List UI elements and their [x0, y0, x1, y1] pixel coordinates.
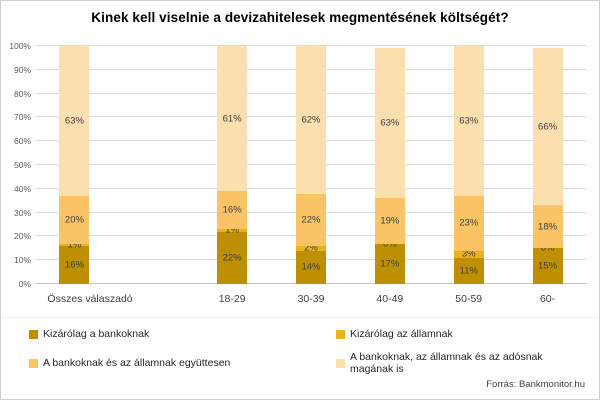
y-tick-label: 50% [13, 160, 31, 170]
bar-segment-series4 [532, 48, 563, 206]
bar-40-49: 17% 0% 19% 63% [374, 46, 405, 284]
x-axis-label-50-59: 50-59 [455, 293, 483, 305]
bar-segment-series2 [59, 243, 90, 246]
bar-segment-series3 [217, 191, 248, 230]
x-axis-label-40-49: 40-49 [376, 293, 404, 305]
legend-swatch-icon [29, 329, 38, 339]
y-tick-label: 40% [13, 183, 31, 194]
bar-segment-series2 [217, 229, 248, 232]
legend-label: A bankoknak és az államnak együttesen [43, 357, 231, 369]
y-tick-label: 90% [13, 64, 31, 75]
bar-60-: 15% 0% 18% 66% [532, 46, 563, 284]
y-tick-label: 80% [13, 88, 31, 99]
y-tick-label: 20% [13, 231, 31, 242]
legend-separator [1, 317, 599, 318]
bar-segment-series3 [453, 195, 484, 251]
bar-segment-series4 [296, 46, 326, 194]
legend-swatch-icon [336, 329, 345, 339]
y-tick-label: 60% [13, 136, 31, 147]
x-axis-label-60-: 60- [539, 293, 556, 305]
source-credit: Forrás: Bankmonitor.hu [486, 379, 585, 390]
legend-label: Kizárólag a bankoknak [43, 328, 150, 340]
bar-segment-series3 [532, 205, 563, 249]
bar-segment-series4 [453, 46, 484, 196]
x-axis-label-30-39: 30-39 [297, 293, 325, 305]
legend-item-series3: A bankoknak és az államnak együttesen [29, 351, 336, 375]
x-axis-label-osszes: Összes válaszadó [47, 293, 133, 305]
legend: Kizárólag a bankoknak Kizárólag az államn… [29, 328, 587, 375]
legend-swatch-icon [29, 358, 38, 368]
legend-item-series2: Kizárólag az államnak [336, 328, 587, 340]
bar-segment-series3 [59, 195, 90, 244]
bar-segment-series2 [453, 250, 484, 258]
bar-segment-series4 [59, 46, 90, 196]
bar-segment-series1 [217, 231, 248, 284]
y-tick-label: 10% [13, 255, 31, 266]
x-axis-label-18-29: 18-29 [218, 293, 246, 305]
bar-segment-series3 [296, 193, 326, 246]
y-tick-label: 100% [9, 41, 31, 51]
bar-segment-series1 [374, 243, 405, 284]
bar-segment-series1 [59, 245, 90, 284]
legend-item-series4: A bankoknak, az államnak és az adósnak m… [336, 351, 587, 375]
bar-50-59: 11% 3% 23% 63% [453, 46, 484, 284]
legend-swatch-icon [336, 358, 345, 368]
bar-segment-series4 [217, 46, 248, 192]
bar-segment-series2 [296, 245, 326, 251]
legend-item-series1: Kizárólag a bankoknak [29, 328, 336, 340]
chart-title: Kinek kell viselnie a devizahitelesek me… [91, 10, 509, 25]
bar-segment-series1 [532, 248, 563, 284]
bar-segment-series4 [374, 48, 405, 199]
legend-label: A bankoknak, az államnak és az adósnak m… [350, 351, 543, 375]
y-tick-label: 70% [13, 112, 31, 123]
y-tick-label: 30% [13, 207, 31, 218]
y-tick-label: 0% [18, 279, 31, 289]
bar-segment-series1 [453, 257, 484, 284]
bar-segment-series1 [296, 250, 326, 284]
legend-label: Kizárólag az államnak [350, 328, 453, 340]
bar-segment-series3 [374, 198, 405, 244]
gridline-100 [35, 45, 587, 46]
bar-30-39: 14% 2% 22% 62% [296, 46, 326, 284]
plot-area: 0% 10% 20% 30% 40% 50% 60% 70% 80% 90% 100% 16% 1% 20… [9, 42, 587, 288]
bar-18-29: 22% 1% 16% 61% [217, 46, 248, 284]
bar-osszes: 16% 1% 20% 63% [59, 46, 90, 284]
